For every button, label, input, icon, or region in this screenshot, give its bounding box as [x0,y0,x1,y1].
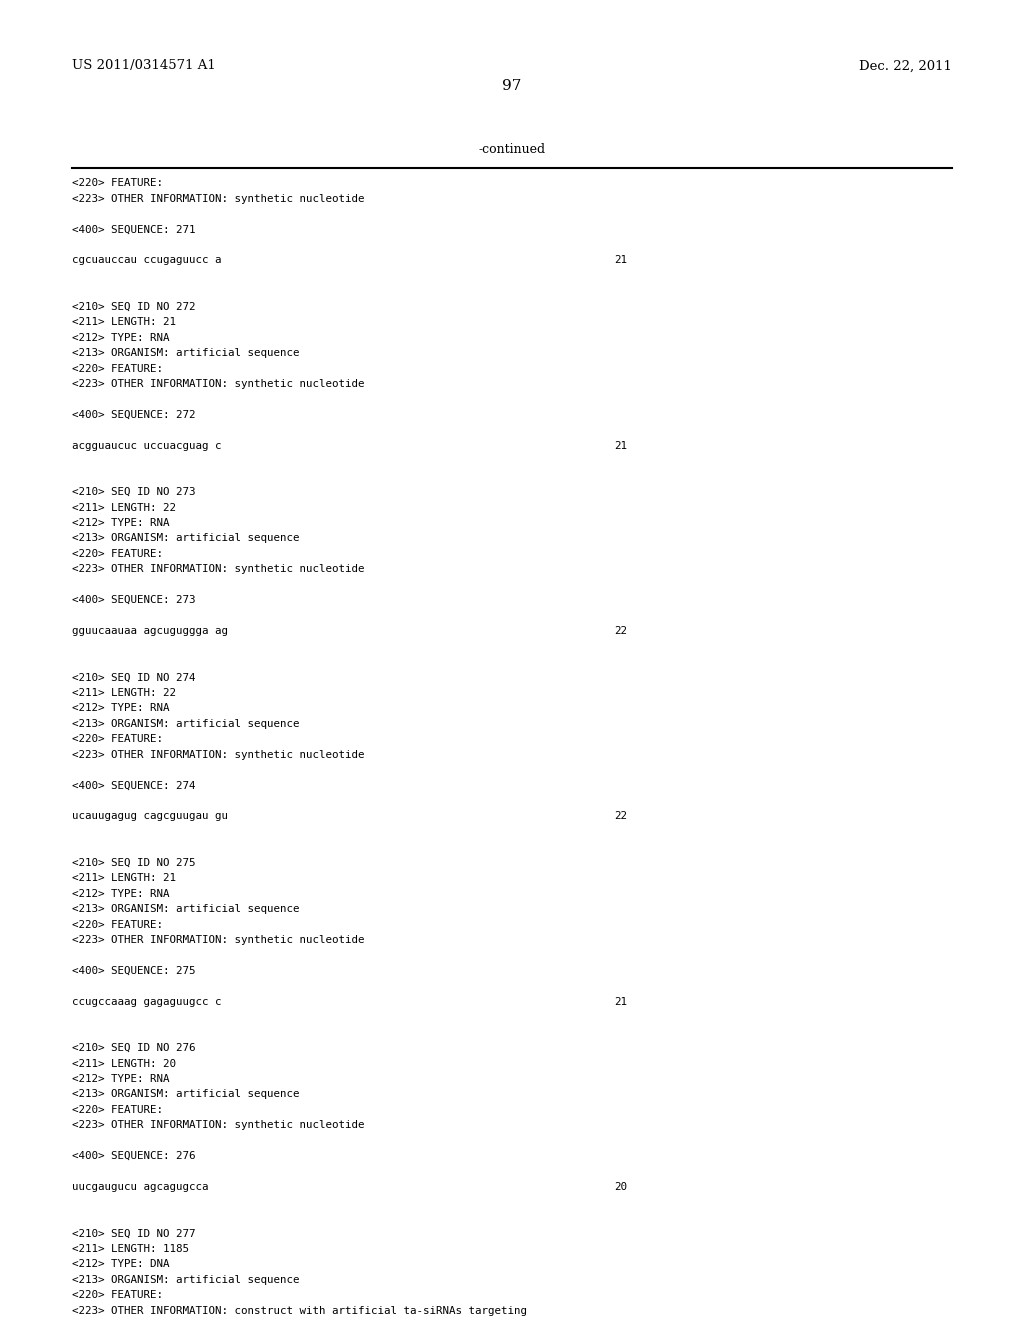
Text: <212> TYPE: RNA: <212> TYPE: RNA [72,704,169,713]
Text: <212> TYPE: RNA: <212> TYPE: RNA [72,333,169,343]
Text: <400> SEQUENCE: 272: <400> SEQUENCE: 272 [72,411,196,420]
Text: <220> FEATURE:: <220> FEATURE: [72,363,163,374]
Text: gguucaauaa agcuguggga ag: gguucaauaa agcuguggga ag [72,626,227,636]
Text: <211> LENGTH: 21: <211> LENGTH: 21 [72,317,176,327]
Text: <210> SEQ ID NO 272: <210> SEQ ID NO 272 [72,302,196,312]
Text: ccugccaaag gagaguugcc c: ccugccaaag gagaguugcc c [72,997,221,1007]
Text: <400> SEQUENCE: 273: <400> SEQUENCE: 273 [72,595,196,605]
Text: <213> ORGANISM: artificial sequence: <213> ORGANISM: artificial sequence [72,348,299,358]
Text: <212> TYPE: DNA: <212> TYPE: DNA [72,1259,169,1270]
Text: -continued: -continued [478,143,546,156]
Text: uucgaugucu agcagugcca: uucgaugucu agcagugcca [72,1183,208,1192]
Text: Dec. 22, 2011: Dec. 22, 2011 [859,59,952,73]
Text: <210> SEQ ID NO 273: <210> SEQ ID NO 273 [72,487,196,498]
Text: 20: 20 [614,1183,628,1192]
Text: <220> FEATURE:: <220> FEATURE: [72,734,163,744]
Text: <223> OTHER INFORMATION: construct with artificial ta-siRNAs targeting: <223> OTHER INFORMATION: construct with … [72,1305,526,1316]
Text: <400> SEQUENCE: 275: <400> SEQUENCE: 275 [72,966,196,975]
Text: <223> OTHER INFORMATION: synthetic nucleotide: <223> OTHER INFORMATION: synthetic nucle… [72,565,365,574]
Text: <212> TYPE: RNA: <212> TYPE: RNA [72,888,169,899]
Text: 22: 22 [614,626,628,636]
Text: <223> OTHER INFORMATION: synthetic nucleotide: <223> OTHER INFORMATION: synthetic nucle… [72,379,365,389]
Text: <400> SEQUENCE: 274: <400> SEQUENCE: 274 [72,780,196,791]
Text: acgguaucuc uccuacguag c: acgguaucuc uccuacguag c [72,441,221,450]
Text: <223> OTHER INFORMATION: synthetic nucleotide: <223> OTHER INFORMATION: synthetic nucle… [72,935,365,945]
Text: <220> FEATURE:: <220> FEATURE: [72,178,163,189]
Text: <400> SEQUENCE: 271: <400> SEQUENCE: 271 [72,224,196,235]
Text: <210> SEQ ID NO 274: <210> SEQ ID NO 274 [72,672,196,682]
Text: <210> SEQ ID NO 275: <210> SEQ ID NO 275 [72,858,196,867]
Text: <223> OTHER INFORMATION: synthetic nucleotide: <223> OTHER INFORMATION: synthetic nucle… [72,750,365,759]
Text: <211> LENGTH: 1185: <211> LENGTH: 1185 [72,1243,188,1254]
Text: <211> LENGTH: 20: <211> LENGTH: 20 [72,1059,176,1068]
Text: <210> SEQ ID NO 277: <210> SEQ ID NO 277 [72,1229,196,1238]
Text: <400> SEQUENCE: 276: <400> SEQUENCE: 276 [72,1151,196,1162]
Text: ucauugagug cagcguugau gu: ucauugagug cagcguugau gu [72,812,227,821]
Text: <213> ORGANISM: artificial sequence: <213> ORGANISM: artificial sequence [72,533,299,544]
Text: <211> LENGTH: 21: <211> LENGTH: 21 [72,874,176,883]
Text: <212> TYPE: RNA: <212> TYPE: RNA [72,1074,169,1084]
Text: <220> FEATURE:: <220> FEATURE: [72,1105,163,1115]
Text: 97: 97 [503,79,521,94]
Text: <213> ORGANISM: artificial sequence: <213> ORGANISM: artificial sequence [72,1089,299,1100]
Text: <210> SEQ ID NO 276: <210> SEQ ID NO 276 [72,1043,196,1053]
Text: <220> FEATURE:: <220> FEATURE: [72,549,163,558]
Text: <211> LENGTH: 22: <211> LENGTH: 22 [72,503,176,512]
Text: <213> ORGANISM: artificial sequence: <213> ORGANISM: artificial sequence [72,904,299,913]
Text: 21: 21 [614,997,628,1007]
Text: cgcuauccau ccugaguucc a: cgcuauccau ccugaguucc a [72,256,221,265]
Text: <220> FEATURE:: <220> FEATURE: [72,920,163,929]
Text: 22: 22 [614,812,628,821]
Text: 21: 21 [614,256,628,265]
Text: <211> LENGTH: 22: <211> LENGTH: 22 [72,688,176,698]
Text: <213> ORGANISM: artificial sequence: <213> ORGANISM: artificial sequence [72,719,299,729]
Text: <223> OTHER INFORMATION: synthetic nucleotide: <223> OTHER INFORMATION: synthetic nucle… [72,1121,365,1130]
Text: US 2011/0314571 A1: US 2011/0314571 A1 [72,59,215,73]
Text: <213> ORGANISM: artificial sequence: <213> ORGANISM: artificial sequence [72,1275,299,1284]
Text: <212> TYPE: RNA: <212> TYPE: RNA [72,517,169,528]
Text: <220> FEATURE:: <220> FEATURE: [72,1290,163,1300]
Text: 21: 21 [614,441,628,450]
Text: <223> OTHER INFORMATION: synthetic nucleotide: <223> OTHER INFORMATION: synthetic nucle… [72,194,365,203]
